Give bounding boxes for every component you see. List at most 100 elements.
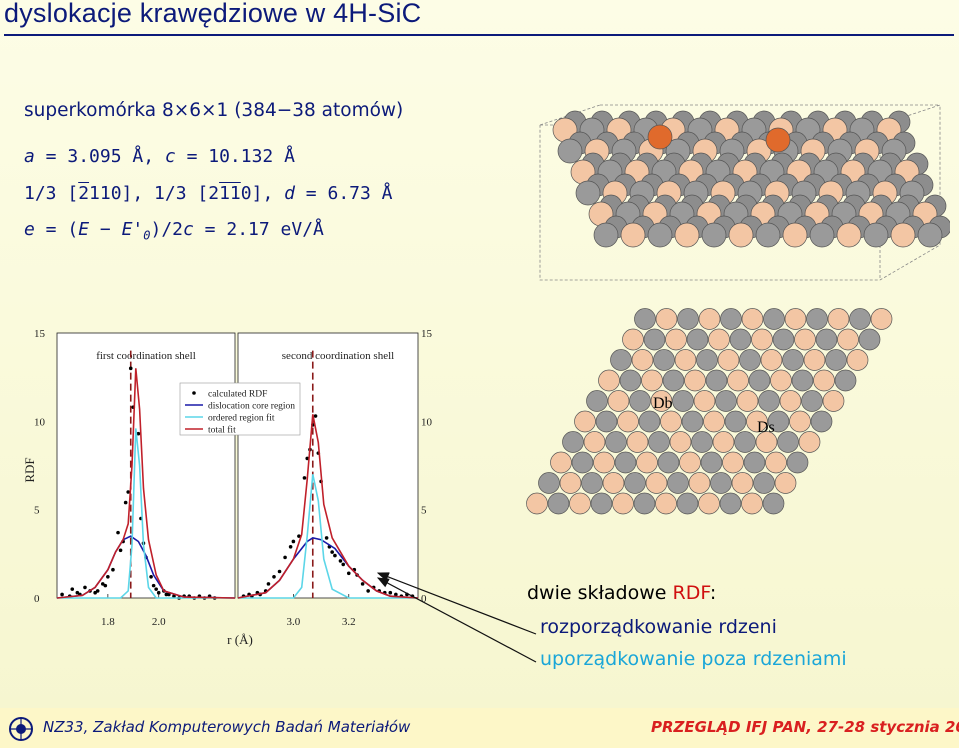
rdf-point — [106, 575, 110, 579]
rdf-point — [266, 582, 271, 586]
atom — [691, 431, 713, 453]
rdf-point — [388, 590, 393, 595]
atom — [765, 451, 787, 474]
legend-label: calculated RDF — [208, 390, 267, 400]
atom — [767, 410, 790, 433]
rdf-point — [283, 555, 287, 560]
atom — [612, 492, 634, 515]
atom — [739, 349, 761, 371]
atom — [657, 451, 680, 474]
rdf-note: dwie składowe RDF: rozporządkowanie rdze… — [527, 582, 847, 670]
atom — [858, 328, 881, 351]
rdf-point — [297, 534, 301, 538]
atom — [634, 308, 656, 330]
rdf-point — [154, 587, 158, 591]
atom — [741, 492, 763, 515]
atom — [748, 369, 771, 392]
atom — [720, 308, 742, 330]
atom — [762, 492, 785, 515]
atom — [809, 222, 835, 248]
legend-label: dislocation core region — [208, 402, 295, 412]
rdf-point — [83, 585, 87, 590]
y-tick-label: 0 — [34, 593, 40, 605]
footer-institution: NZ33, Zakład Komputerowych Badań Materia… — [43, 718, 411, 736]
atom — [547, 492, 570, 515]
atom — [746, 410, 768, 433]
atom — [562, 431, 584, 453]
atom — [677, 308, 699, 330]
atom — [722, 451, 744, 474]
x-tick-label: 2.0 — [152, 616, 166, 628]
y-tick-label: 15 — [421, 328, 433, 340]
legend-label: ordered region fit — [208, 413, 275, 424]
atom — [669, 431, 692, 453]
atom — [810, 410, 833, 433]
title-rule — [4, 34, 954, 36]
atom — [779, 390, 802, 412]
series-line-total-fit — [237, 414, 419, 599]
atom — [593, 222, 619, 248]
atom — [755, 431, 778, 453]
atom — [770, 369, 792, 392]
atom — [679, 451, 701, 474]
rdf-point — [277, 569, 282, 574]
lattice-params-line: a = 3.095 Å, c = 10.132 Å — [24, 146, 295, 167]
rdf-point — [70, 587, 75, 591]
atom — [538, 472, 560, 494]
atom — [602, 472, 625, 494]
legend-label: total fit — [208, 425, 236, 436]
series-line-ordered-region-fit — [238, 474, 418, 599]
rdf-point — [126, 490, 130, 494]
atom — [801, 390, 823, 412]
rdf-point — [305, 456, 310, 461]
rdf-point — [95, 589, 100, 593]
atom — [610, 349, 632, 371]
atom — [696, 349, 718, 371]
rdf-point — [167, 592, 171, 597]
rdf-point — [75, 590, 80, 595]
atom — [755, 222, 781, 248]
chart-panel — [56, 332, 236, 599]
panel-title: second coordination shell — [282, 350, 394, 362]
dislocation-atom — [647, 124, 673, 150]
atom — [643, 328, 666, 351]
atom — [782, 222, 808, 248]
supercell-3d-image — [539, 104, 950, 281]
rdf-point — [116, 530, 120, 535]
rdf-point — [405, 592, 409, 597]
rdf-point — [272, 575, 276, 579]
atom — [724, 410, 747, 433]
atom — [712, 431, 735, 453]
energy-line: e = (E − E'0)/2c = 2.17 eV/Å — [24, 219, 324, 243]
atom — [631, 349, 654, 371]
atom — [741, 308, 764, 330]
chart-panel — [237, 332, 419, 599]
atom — [590, 492, 613, 515]
atom — [703, 410, 725, 433]
atom — [849, 308, 871, 330]
chart-legend — [179, 382, 301, 436]
atom — [667, 472, 689, 494]
rdf-point — [103, 583, 108, 588]
atom — [786, 451, 809, 474]
atom — [789, 410, 811, 433]
atom — [727, 369, 749, 392]
rdf-point — [324, 536, 329, 540]
atom — [890, 222, 916, 248]
atom — [760, 349, 783, 371]
atom — [674, 349, 697, 371]
note-core-disorder: rozporządkowanie rdzeni — [540, 616, 777, 638]
atom — [672, 390, 694, 412]
atom — [917, 222, 943, 248]
rdf-point — [333, 553, 337, 558]
atom — [798, 431, 821, 453]
atom — [605, 431, 627, 453]
rdf-point — [128, 366, 133, 371]
atom — [815, 328, 838, 351]
y-tick-label: 10 — [34, 416, 46, 428]
series-line-total-fit — [56, 368, 236, 599]
atom — [559, 472, 582, 494]
rdf-point — [366, 589, 370, 593]
atom — [686, 328, 709, 351]
atom — [676, 492, 699, 515]
